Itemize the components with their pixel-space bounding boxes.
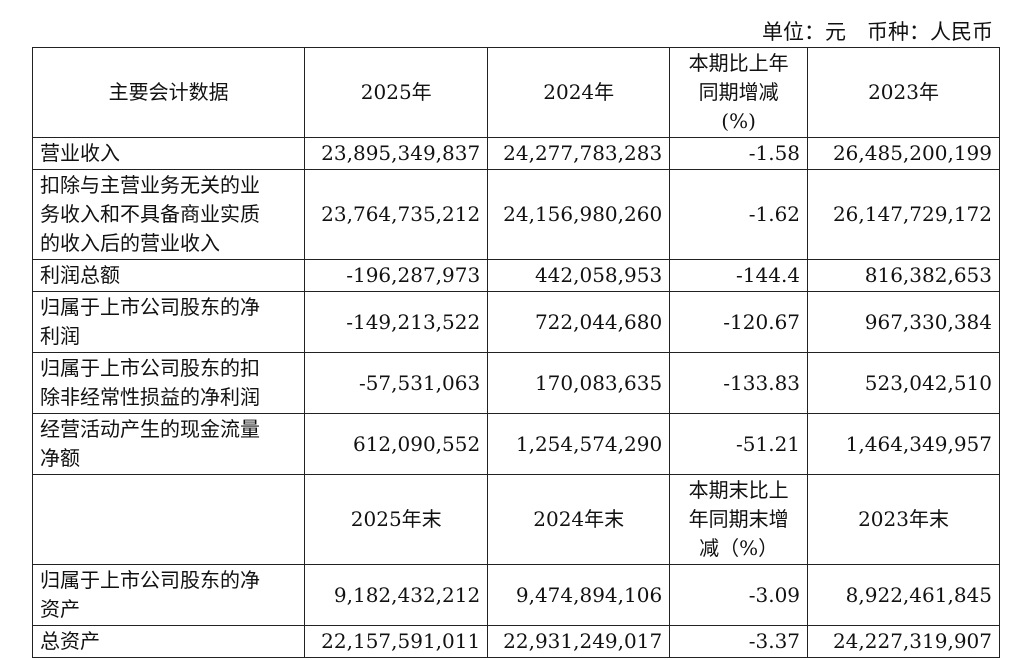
cell-line: 务收入和不具备商业实质 <box>40 202 260 226</box>
cell-line: 利润 <box>40 324 80 348</box>
value-cell: -120.67 <box>669 291 809 353</box>
value-cell: 9,474,894,106 <box>487 564 671 626</box>
header-row: 2025年末 2024年末 本期末比上年同期末增减（%） 2023年末 <box>31 474 1000 565</box>
cell-line: 同期增减 <box>698 80 779 104</box>
value-cell: 26,485,200,199 <box>807 137 1000 170</box>
item-cell: 营业收入 <box>31 137 306 170</box>
cell-line: 归属于上市公司股东的净 <box>40 295 260 319</box>
value-cell: -149,213,522 <box>304 291 489 353</box>
data-row: 总资产 22,157,591,011 22,931,249,017 -3.37 24,2… <box>31 625 1000 658</box>
header-cell: 2025年 <box>304 47 489 138</box>
value-cell: 23,764,735,212 <box>304 169 489 260</box>
item-cell: 扣除与主营业务无关的业 务收入和不具备商业实质 的收入后的营业收入 <box>31 169 306 260</box>
value-cell: 22,157,591,011 <box>304 625 489 658</box>
header-row: 主要会计数据 2025年 2024年 本期比上年同期增减 (%) 2023年 <box>31 47 1000 138</box>
header-cell: 主要会计数据 <box>31 47 306 138</box>
cell-line: 2024年末 <box>533 507 625 531</box>
value-cell: 24,277,783,283 <box>487 137 671 170</box>
cell-line: 归属于上市公司股东的扣 <box>40 356 260 380</box>
value-cell: 170,083,635 <box>487 352 671 414</box>
value-cell: 967,330,384 <box>807 291 1000 353</box>
value-cell: -1.58 <box>669 137 809 170</box>
cell-line: 主要会计数据 <box>108 80 229 104</box>
value-cell: 24,227,319,907 <box>807 625 1000 658</box>
table-body: 主要会计数据 2025年 2024年 本期比上年同期增减 (%) 2023年营业收入 23,… <box>31 47 1000 658</box>
data-row: 归属于上市公司股东的扣 除非经常性损益的净利润 -57,531,063 170,083… <box>31 352 1000 414</box>
cell-line: 总资产 <box>40 629 100 653</box>
value-cell: -144.4 <box>669 259 809 292</box>
cell-line: 本期比上年 <box>688 51 789 75</box>
cell-line: 资产 <box>40 597 80 621</box>
value-cell: 26,147,729,172 <box>807 169 1000 260</box>
value-cell: -57,531,063 <box>304 352 489 414</box>
cell-line: 本期末比上 <box>688 478 789 502</box>
cell-line: 2023年末 <box>858 507 949 531</box>
cell-line: (%) <box>721 109 756 133</box>
value-cell: -133.83 <box>669 352 809 414</box>
cell-line: 扣除与主营业务无关的业 <box>40 173 260 197</box>
cell-line: 2025年末 <box>350 507 442 531</box>
cell-line: 2024年 <box>543 80 615 104</box>
cell-line: 2023年 <box>868 80 939 104</box>
item-cell: 归属于上市公司股东的扣 除非经常性损益的净利润 <box>31 352 306 414</box>
item-cell: 归属于上市公司股东的净 资产 <box>31 564 306 626</box>
item-cell: 总资产 <box>31 625 306 658</box>
header-cell <box>31 474 306 565</box>
value-cell: 816,382,653 <box>807 259 1000 292</box>
value-cell: 22,931,249,017 <box>487 625 671 658</box>
value-cell: 23,895,349,837 <box>304 137 489 170</box>
header-cell: 2024年末 <box>487 474 671 565</box>
cell-line: 2025年 <box>360 80 432 104</box>
value-cell: 9,182,432,212 <box>304 564 489 626</box>
value-cell: 523,042,510 <box>807 352 1000 414</box>
data-row: 归属于上市公司股东的净 利润 -149,213,522 722,044,680 -120… <box>31 291 1000 353</box>
data-row: 归属于上市公司股东的净 资产 9,182,432,212 9,474,894,106-… <box>31 564 1000 626</box>
cell-line: 经营活动产生的现金流量 <box>40 417 260 441</box>
value-cell: -196,287,973 <box>304 259 489 292</box>
header-cell: 2025年末 <box>304 474 489 565</box>
item-cell: 利润总额 <box>31 259 306 292</box>
data-row: 经营活动产生的现金流量 净额 612,090,552 1,254,574,290 -51… <box>31 413 1000 475</box>
cell-line: 的收入后的营业收入 <box>40 231 220 255</box>
header-cell: 2023年末 <box>807 474 1000 565</box>
data-row: 营业收入 23,895,349,837 24,277,783,283 -1.58 26,… <box>31 137 1000 170</box>
value-cell: 1,254,574,290 <box>487 413 671 475</box>
value-cell: 1,464,349,957 <box>807 413 1000 475</box>
value-cell: 8,922,461,845 <box>807 564 1000 626</box>
header-cell: 2023年 <box>807 47 1000 138</box>
value-cell: -1.62 <box>669 169 809 260</box>
value-cell: -3.09 <box>669 564 809 626</box>
item-cell: 经营活动产生的现金流量 净额 <box>31 413 306 475</box>
cell-line: 年同期末增 <box>688 507 789 531</box>
cell-line: 减（%） <box>699 536 779 560</box>
value-cell: -3.37 <box>669 625 809 658</box>
financial-table: 主要会计数据 2025年 2024年 本期比上年同期增减 (%) 2023年营业收入 23,… <box>31 47 1000 658</box>
cell-line: 利润总额 <box>40 263 120 287</box>
value-cell: 612,090,552 <box>304 413 489 475</box>
value-cell: 722,044,680 <box>487 291 671 353</box>
value-cell: 442,058,953 <box>487 259 671 292</box>
cell-line: 归属于上市公司股东的净 <box>40 568 260 592</box>
cell-line: 除非经常性损益的净利润 <box>40 385 260 409</box>
header-cell: 本期比上年同期增减 (%) <box>669 47 809 138</box>
cell-line: 营业收入 <box>40 141 120 165</box>
header-cell: 2024年 <box>487 47 671 138</box>
value-cell: 24,156,980,260 <box>487 169 671 260</box>
item-cell: 归属于上市公司股东的净 利润 <box>31 291 306 353</box>
unit-note: 单位：元 币种：人民币 <box>762 20 993 44</box>
cell-line: 净额 <box>40 446 80 470</box>
header-cell: 本期末比上年同期末增减（%） <box>669 474 809 565</box>
data-row: 利润总额 -196,287,973 442,058,953 -144.4 816,382… <box>31 259 1000 292</box>
value-cell: -51.21 <box>669 413 809 475</box>
data-row: 扣除与主营业务无关的业 务收入和不具备商业实质 的收入后的营业收入 23,764,73… <box>31 169 1000 260</box>
